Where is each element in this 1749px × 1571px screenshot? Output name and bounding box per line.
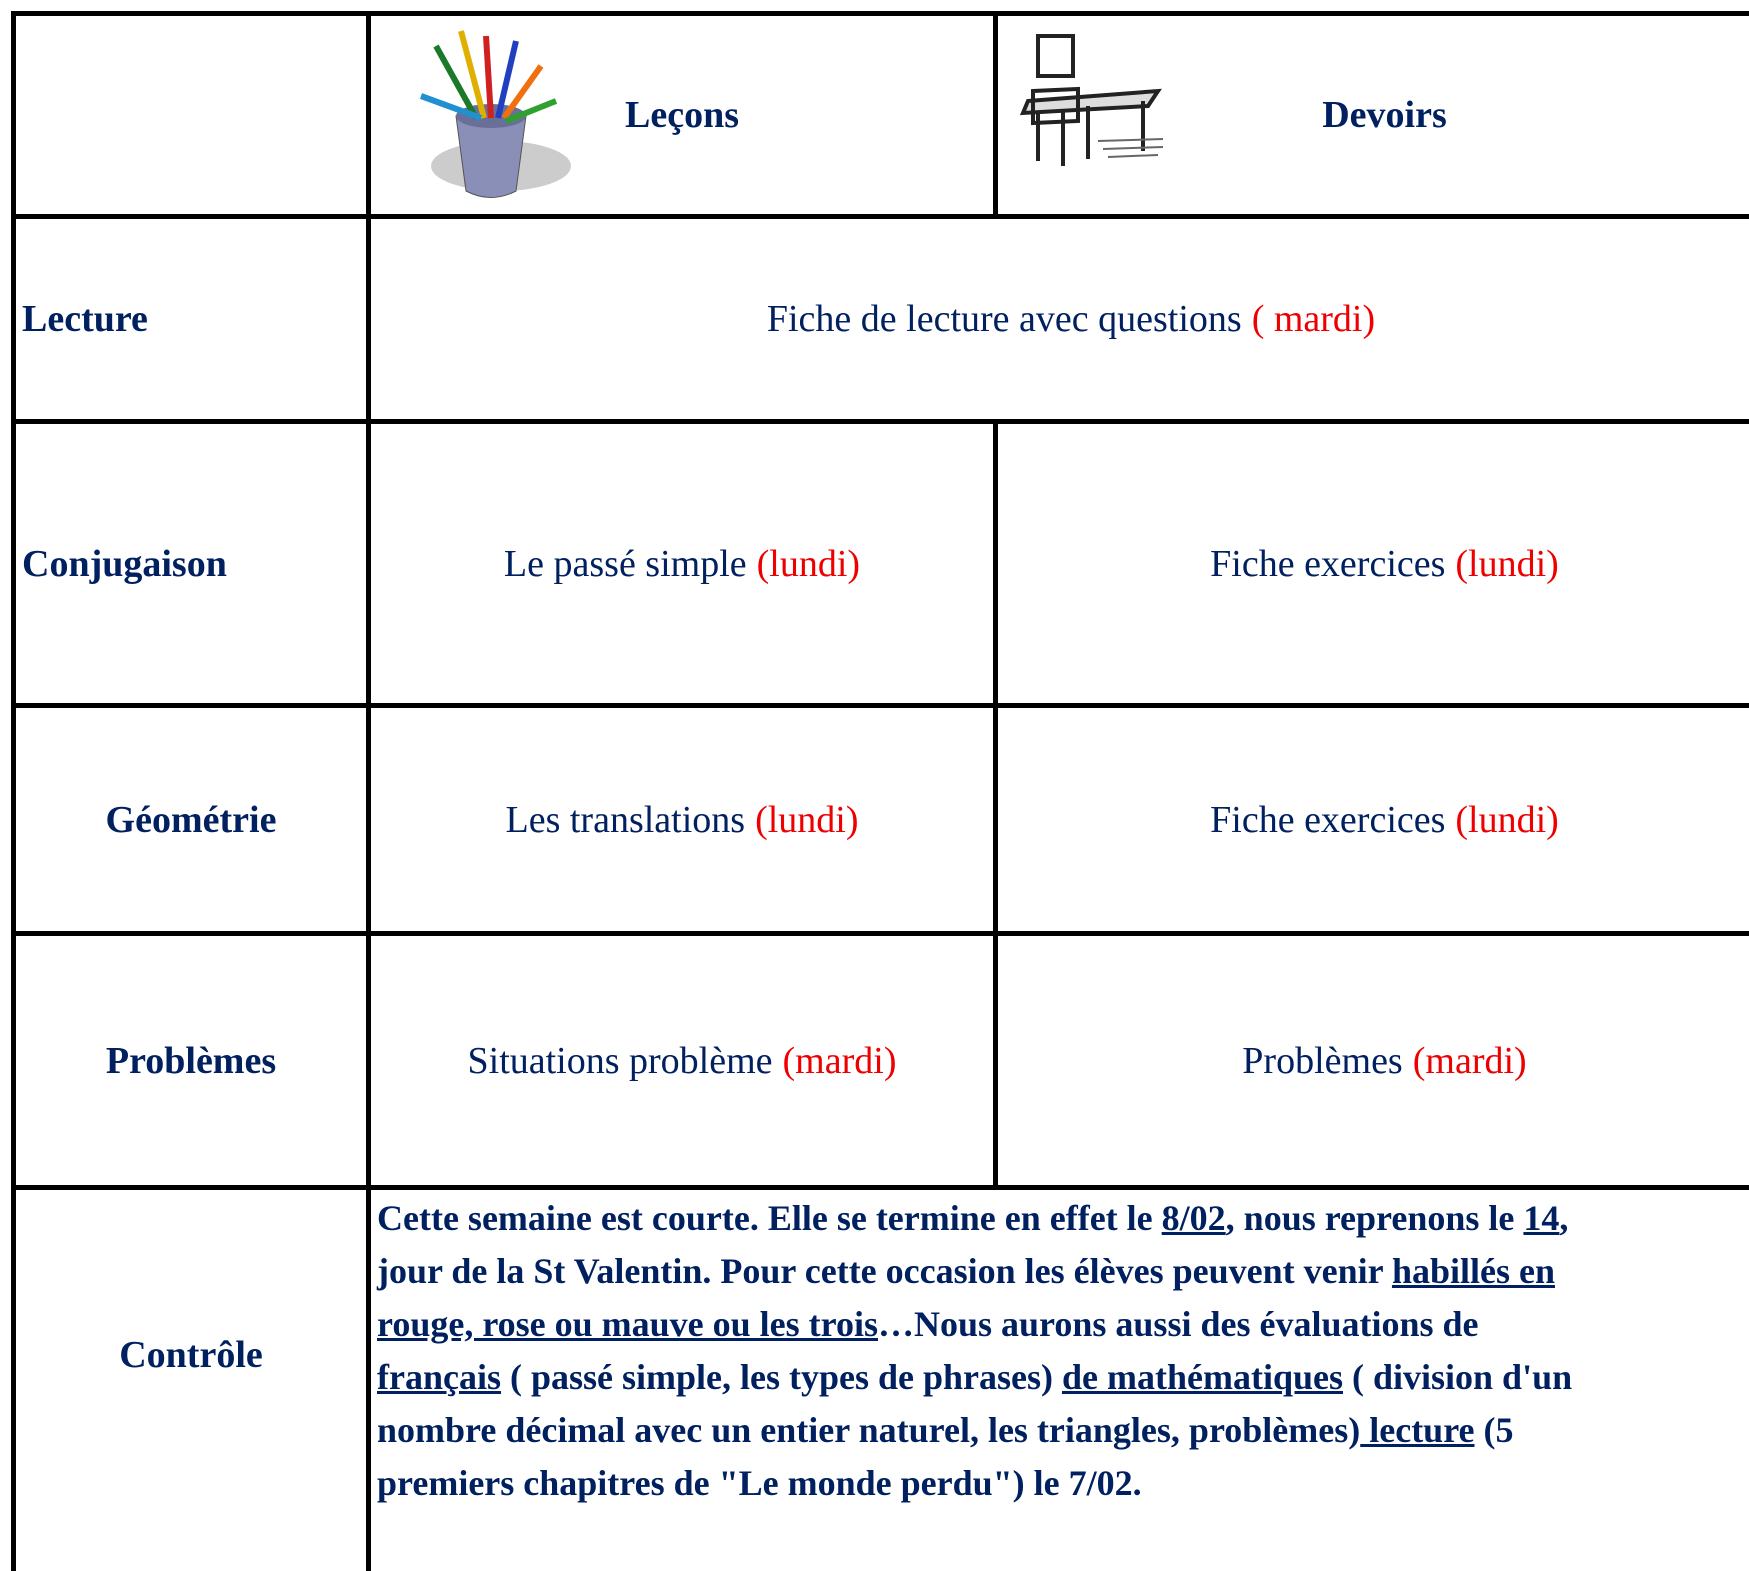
- entry-text: Les translations: [506, 799, 746, 841]
- entry-day: (mardi): [1413, 1040, 1527, 1082]
- homework-cell: Fiche exercices(lundi): [996, 422, 1749, 706]
- control-row: Contrôle Cette semaine est courte. Elle s…: [14, 1188, 1749, 1571]
- subject-cell: Contrôle: [14, 1188, 369, 1571]
- entry-day: (mardi): [783, 1040, 897, 1082]
- lesson-cell: Fiche de lecture avec questions( mardi): [369, 217, 1749, 422]
- entry-text: Fiche exercices: [1210, 543, 1445, 585]
- entry-day: (lundi): [755, 799, 858, 841]
- subject: Conjugaison: [22, 543, 227, 585]
- text-segment: ( passé simple, les types de phrases): [501, 1357, 1062, 1397]
- entry-text: Le passé simple: [504, 543, 747, 585]
- header-text: Devoirs: [1322, 94, 1447, 136]
- table-body: Leçons Devoirs Lecture Fiche de lecture a…: [14, 14, 1749, 1571]
- subject: Problèmes: [106, 1040, 276, 1082]
- entry-day: (lundi): [1455, 799, 1558, 841]
- table-wrap: Leçons Devoirs Lecture Fiche de lecture a…: [11, 11, 1749, 1571]
- entry-day: ( mardi): [1252, 298, 1375, 340]
- text-segment: français: [377, 1357, 501, 1397]
- subject-cell: Conjugaison: [14, 422, 369, 706]
- header-row: Leçons Devoirs: [14, 14, 1749, 217]
- text-segment: …Nous aurons aussi des évaluations de: [878, 1304, 1479, 1344]
- empty-cell: [14, 14, 369, 217]
- lessons-header: Leçons: [369, 14, 996, 217]
- entry-day: (lundi): [757, 543, 860, 585]
- homework-cell: Problèmes (mardi): [996, 934, 1749, 1188]
- homework-cell: Fiche exercices(lundi): [996, 706, 1749, 934]
- text-segment: de mathématiques: [1062, 1357, 1343, 1397]
- desk-icon: [1018, 31, 1168, 171]
- text-segment: lecture: [1360, 1410, 1474, 1450]
- subject: Contrôle: [119, 1334, 263, 1376]
- header-text: Leçons: [625, 94, 739, 136]
- text-segment: 8/02: [1162, 1198, 1226, 1238]
- entry-text: Fiche exercices: [1210, 799, 1445, 841]
- subject-cell: Lecture: [14, 217, 369, 422]
- pencil-icon: [406, 26, 576, 201]
- row: Lecture Fiche de lecture avec questions( …: [14, 217, 1749, 422]
- homework-header: Devoirs: [996, 14, 1749, 217]
- lesson-cell: Les translations(lundi): [369, 706, 996, 934]
- entry-text: Problèmes: [1242, 1040, 1402, 1082]
- subject: Lecture: [22, 298, 148, 340]
- text-segment: 14: [1523, 1198, 1559, 1238]
- control-text: Cette semaine est courte. Elle se termin…: [369, 1188, 1749, 1571]
- entry-text: Situations problème: [468, 1040, 773, 1082]
- lesson-cell: Situations problème(mardi): [369, 934, 996, 1188]
- schedule-table: Leçons Devoirs Lecture Fiche de lecture a…: [11, 11, 1749, 1571]
- subject-cell: Géométrie: [14, 706, 369, 934]
- entry-day: (lundi): [1455, 543, 1558, 585]
- subject-cell: Problèmes: [14, 934, 369, 1188]
- subject: Géométrie: [106, 799, 277, 841]
- lesson-cell: Le passé simple(lundi): [369, 422, 996, 706]
- text-segment: , nous reprenons le: [1226, 1198, 1524, 1238]
- text-segment: Cette semaine est courte. Elle se termin…: [377, 1198, 1162, 1238]
- entry-text: Fiche de lecture avec questions: [767, 298, 1242, 340]
